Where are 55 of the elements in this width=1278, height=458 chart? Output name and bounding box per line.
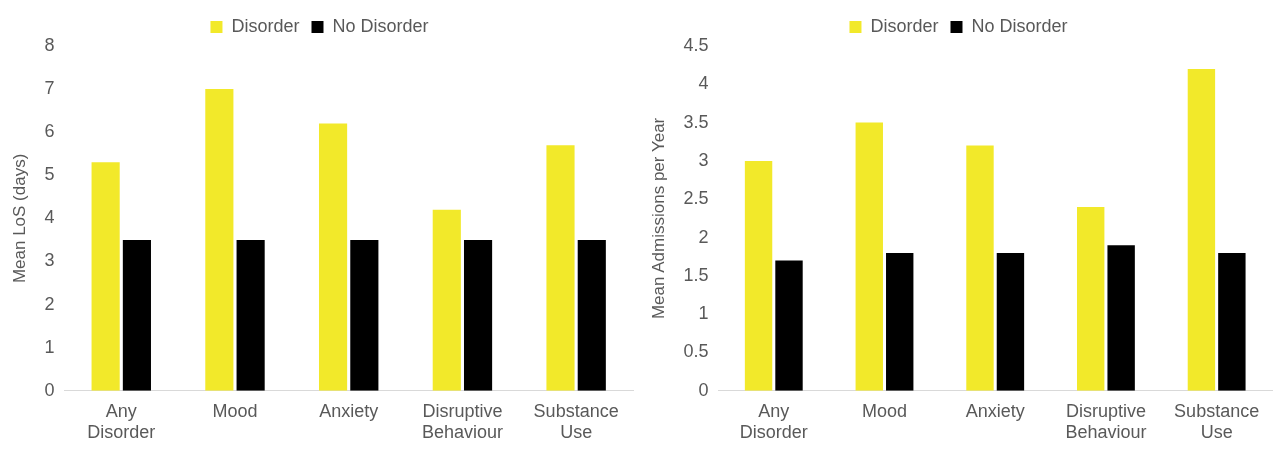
bar bbox=[122, 239, 151, 391]
x-tick-label: Disruptive Behaviour bbox=[421, 400, 503, 443]
y-tick-label: 0 bbox=[698, 379, 709, 400]
bar bbox=[463, 239, 493, 391]
bar bbox=[1218, 252, 1246, 391]
legend-label: Disorder bbox=[870, 15, 939, 36]
bar bbox=[966, 145, 994, 391]
bar bbox=[546, 145, 575, 391]
y-tick-label: 4.5 bbox=[683, 34, 709, 55]
x-tick-label: Substance Use bbox=[533, 400, 619, 443]
y-tick-label: 1 bbox=[44, 336, 55, 357]
y-tick-label: 1.5 bbox=[683, 264, 709, 285]
bar bbox=[577, 239, 606, 391]
x-tick-label: Disruptive Behaviour bbox=[1065, 400, 1147, 443]
bar bbox=[775, 260, 803, 391]
bar bbox=[855, 122, 883, 391]
y-tick-label: 0 bbox=[44, 379, 55, 400]
y-axis-title: Mean Admissions per Year bbox=[648, 117, 668, 320]
x-tick-label: Any Disorder bbox=[87, 400, 156, 443]
y-tick-label: 3.5 bbox=[683, 111, 709, 132]
y-axis-title: Mean LoS (days) bbox=[9, 153, 29, 284]
bar bbox=[886, 252, 914, 391]
bar bbox=[319, 123, 348, 391]
y-tick-label: 3 bbox=[698, 149, 709, 170]
y-tick-label: 8 bbox=[44, 34, 55, 55]
bar bbox=[996, 252, 1025, 391]
bar bbox=[1107, 245, 1135, 391]
y-tick-label: 0.5 bbox=[683, 341, 709, 362]
y-tick-label: 1 bbox=[698, 303, 709, 324]
bar bbox=[1187, 68, 1216, 391]
bar bbox=[205, 89, 234, 391]
y-tick-label: 3 bbox=[44, 250, 55, 271]
bar bbox=[236, 239, 265, 391]
x-tick-label: Substance Use bbox=[1174, 400, 1260, 443]
y-tick-label: 2 bbox=[44, 293, 55, 314]
legend-label: No Disorder bbox=[971, 15, 1068, 36]
x-tick-label: Anxiety bbox=[965, 400, 1025, 421]
bar bbox=[91, 162, 120, 391]
bar bbox=[744, 160, 773, 391]
x-tick-label: Mood bbox=[212, 400, 258, 421]
bar bbox=[1077, 206, 1105, 391]
y-tick-label: 2.5 bbox=[683, 188, 709, 209]
x-tick-label: Mood bbox=[861, 400, 908, 421]
legend-label: No Disorder bbox=[332, 15, 429, 36]
x-tick-label: Anxiety bbox=[319, 400, 379, 421]
y-tick-label: 4 bbox=[44, 207, 55, 228]
x-tick-label: Any Disorder bbox=[739, 400, 808, 443]
bar bbox=[350, 239, 379, 391]
y-tick-label: 7 bbox=[44, 78, 55, 99]
bar bbox=[432, 209, 461, 391]
y-tick-label: 2 bbox=[698, 226, 709, 247]
y-tick-label: 6 bbox=[44, 121, 55, 142]
y-tick-label: 5 bbox=[44, 164, 55, 185]
legend-label: Disorder bbox=[231, 15, 300, 36]
y-tick-label: 4 bbox=[698, 73, 709, 94]
